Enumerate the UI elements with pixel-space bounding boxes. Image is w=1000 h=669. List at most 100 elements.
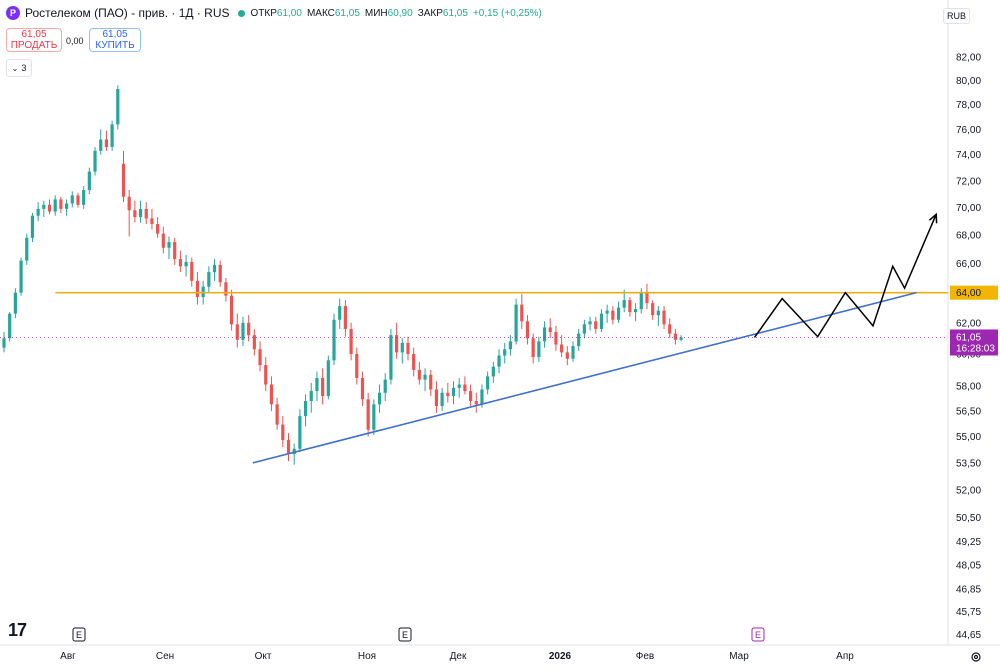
candle-body [116, 89, 120, 125]
svg-text:E: E [755, 630, 761, 640]
last-price-text: 61,05 [956, 332, 981, 343]
time-tick-label: Ноя [358, 651, 376, 662]
price-tick-label: 52,00 [956, 485, 981, 496]
candle-body [25, 237, 29, 261]
candle-body [651, 303, 655, 316]
price-tick-label: 80,00 [956, 76, 981, 87]
price-tick-label: 70,00 [956, 203, 981, 214]
candle-body [406, 342, 410, 354]
candle-body [87, 171, 91, 191]
candle-body [195, 280, 200, 298]
symbol-legend: P Ростелеком (ПАО) - прив. · 1Д · RUS ОТ… [6, 6, 547, 20]
candle-body [662, 310, 666, 325]
candle-body [144, 208, 148, 219]
chart-grid [0, 0, 1000, 646]
candle-body [133, 210, 137, 218]
candle-body [121, 163, 126, 197]
candle-body [82, 190, 86, 205]
candle-body [76, 195, 80, 205]
candles [2, 85, 683, 465]
candle-body [599, 313, 604, 329]
candle-body [571, 346, 575, 359]
candle-body [321, 378, 325, 397]
time-tick-label: Сен [156, 651, 174, 662]
symbol-title[interactable]: Ростелеком (ПАО) - прив. · 1Д · RUS [25, 6, 230, 20]
candle-body [679, 337, 683, 340]
indicators-toggle[interactable]: ⌄ 3 [6, 59, 32, 77]
chevron-down-icon: ⌄ [11, 63, 19, 73]
support-trendline[interactable] [252, 291, 917, 464]
buy-label: КУПИТЬ [95, 40, 135, 51]
gear-icon[interactable] [970, 651, 982, 663]
candle-body [173, 242, 177, 260]
ohlc-change-value: +0,15 (+0,25%) [472, 7, 542, 19]
candle-body [13, 292, 17, 314]
ohlc-high-key: МАКС [306, 7, 335, 19]
candle-body [19, 260, 23, 293]
time-tick-label: Апр [836, 651, 854, 662]
sell-button[interactable]: 61,05 ПРОДАТЬ [6, 28, 62, 52]
candle-body [36, 208, 40, 216]
candle-body [548, 327, 552, 333]
forecast-path[interactable] [753, 214, 937, 338]
candle-body [269, 384, 274, 405]
price-tick-label: 55,00 [956, 432, 981, 443]
candle-body [178, 259, 182, 267]
candle-body [377, 392, 382, 405]
candle-body [474, 401, 478, 405]
candle-body [395, 335, 399, 353]
candle-body [463, 384, 467, 392]
candle-body [349, 328, 353, 354]
candle-body [537, 341, 541, 358]
candle-body [224, 282, 228, 296]
ohlc-close-value: 61,05 [442, 7, 468, 19]
price-tick-label: 56,50 [956, 407, 981, 418]
sell-price: 61,05 [21, 29, 47, 40]
earnings-event-marker[interactable]: E [72, 627, 86, 642]
candle-body [332, 319, 336, 361]
candle-body [298, 416, 302, 449]
candle-body [247, 322, 251, 336]
bar-countdown-text: 16:28:03 [956, 343, 995, 354]
ohlc-high-value: 61,05 [334, 7, 360, 19]
earnings-event-marker[interactable]: E [398, 627, 412, 642]
candle-body [161, 233, 165, 248]
candle-body [292, 448, 296, 455]
candle-body [207, 272, 211, 287]
indicators-count: 3 [21, 63, 27, 73]
candle-body [554, 332, 558, 345]
tradingview-logo-icon[interactable]: 17 [8, 620, 27, 640]
time-tick-label: 2026 [549, 651, 572, 662]
last-price-label [950, 329, 998, 356]
candle-body [605, 310, 609, 314]
currency-selector[interactable]: RUB [942, 8, 970, 24]
price-tick-label: 44,65 [956, 630, 981, 641]
candle-body [503, 349, 507, 356]
candle-body [525, 321, 530, 339]
candle-body [2, 338, 6, 348]
candle-body [275, 404, 279, 425]
candle-body [8, 313, 12, 339]
candle-body [531, 338, 535, 358]
candle-body [622, 300, 626, 308]
candle-body [514, 304, 518, 342]
candle-body [93, 150, 97, 172]
candle-body [355, 353, 359, 379]
candle-body [64, 203, 69, 209]
candle-body [110, 124, 114, 148]
candle-body [486, 376, 490, 390]
price-tick-label: 46,85 [956, 584, 981, 595]
ohlc-open-value: 61,00 [276, 7, 302, 19]
candle-body [230, 295, 234, 325]
candle-body [542, 327, 547, 342]
candle-body [656, 310, 660, 316]
candle-body [366, 399, 370, 430]
time-tick-label: Окт [255, 651, 272, 662]
candle-body [565, 352, 569, 359]
buy-button[interactable]: 61,05 КУПИТЬ [89, 28, 141, 52]
candle-body [281, 424, 285, 441]
candle-body [309, 391, 313, 402]
price-tick-label: 53,50 [956, 458, 981, 469]
earnings-event-marker[interactable]: E [751, 627, 765, 642]
